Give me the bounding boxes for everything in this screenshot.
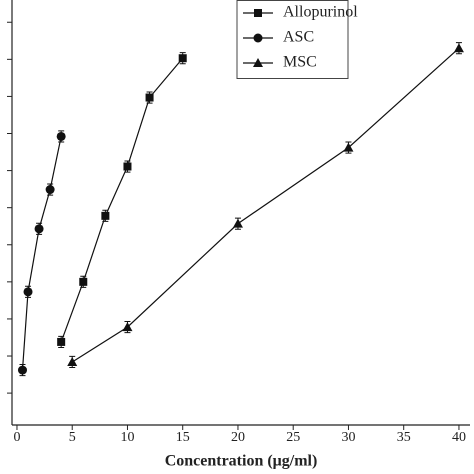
- marker-triangle: [343, 142, 354, 152]
- legend-label: MSC: [283, 54, 317, 71]
- marker-circle: [253, 33, 263, 43]
- x-tick-label: 25: [286, 430, 300, 445]
- x-tick-label: 35: [397, 430, 411, 445]
- x-tick-label: 10: [120, 430, 134, 445]
- marker-square: [178, 54, 187, 63]
- x-axis-title: Concentration (μg/ml): [165, 453, 318, 470]
- series-line: [60, 57, 184, 343]
- marker-circle: [17, 365, 27, 375]
- marker-circle: [34, 224, 44, 234]
- marker-triangle: [67, 356, 78, 366]
- x-tick-label: 15: [176, 430, 190, 445]
- marker-circle: [56, 131, 66, 141]
- marker-triangle: [232, 218, 243, 228]
- marker-triangle: [453, 43, 464, 53]
- marker-square: [101, 211, 110, 220]
- x-tick-label: 0: [13, 430, 20, 445]
- legend-label: ASC: [283, 29, 314, 46]
- series-line: [71, 47, 460, 363]
- x-tick-label: 40: [452, 430, 466, 445]
- legend-label: Allopurinol: [283, 4, 358, 21]
- marker-triangle: [253, 58, 263, 67]
- x-tick-label: 20: [231, 430, 245, 445]
- marker-triangle: [122, 322, 133, 332]
- marker-square: [57, 337, 66, 346]
- marker-circle: [45, 185, 55, 195]
- x-tick-label: 30: [341, 430, 355, 445]
- marker-circle: [23, 287, 33, 297]
- series-line: [21, 136, 62, 371]
- marker-square: [254, 9, 262, 17]
- marker-square: [145, 93, 154, 102]
- marker-square: [123, 162, 132, 171]
- x-tick-label: 5: [69, 430, 76, 445]
- marker-square: [79, 277, 88, 286]
